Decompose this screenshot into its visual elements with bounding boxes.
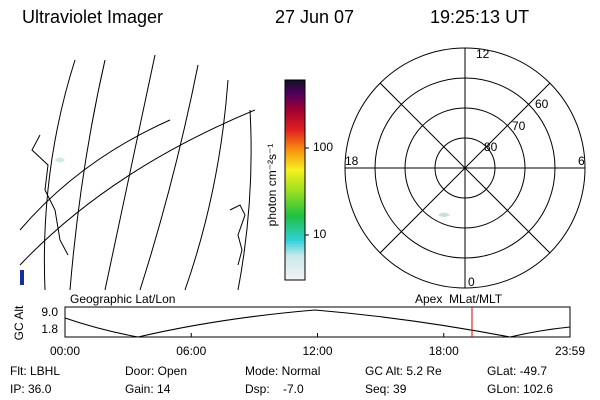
footer-field: Seq: 39	[365, 382, 407, 396]
mlt-label: 6	[578, 154, 585, 168]
x-ticks: 00:00 06:00 12:00 18:00 23:59	[50, 333, 585, 358]
footer-field: GLon: 102.6	[487, 382, 553, 396]
x-tick-label: 00:00	[50, 344, 80, 358]
lat-label: 60	[535, 97, 549, 111]
footer-field: Door: Open	[125, 364, 187, 378]
mlt-label: 18	[345, 154, 359, 168]
altitude-curve	[64, 309, 571, 338]
mlt-label: 12	[476, 47, 490, 61]
footer: Flt: LBHL Door: Open Mode: Normal GC Alt: 5…	[10, 364, 553, 396]
y-tick-label: 1.8	[41, 322, 58, 336]
colorbar-tick-label: 10	[313, 227, 327, 241]
mlt-label: 0	[468, 275, 475, 289]
footer-field: IP: 36.0	[10, 382, 52, 396]
polar-plot	[344, 47, 586, 289]
x-tick-label: 18:00	[429, 344, 459, 358]
y-tick-label: 9.0	[41, 305, 58, 319]
x-tick-label: 06:00	[176, 344, 206, 358]
footer-field: Dsp: -7.0	[245, 382, 304, 396]
footer-field: Flt: LBHL	[10, 364, 60, 378]
date: 27 Jun 07	[275, 7, 354, 27]
x-tick-label: 12:00	[302, 344, 332, 358]
y-axis-label: GC Alt	[12, 305, 26, 340]
footer-field: Gain: 14	[125, 382, 171, 396]
lat-label: 70	[512, 119, 526, 133]
altitude-plot-frame	[64, 306, 571, 338]
right-label: Apex MLat/MLT	[415, 292, 503, 306]
colorbar-label: photon cm⁻²s⁻¹	[265, 144, 279, 227]
footer-field: GC Alt: 5.2 Re	[365, 364, 442, 378]
title: Ultraviolet Imager	[22, 7, 163, 27]
left-label: Geographic Lat/Lon	[70, 292, 175, 306]
lat-label: 80	[484, 140, 498, 154]
footer-field: Mode: Normal	[245, 364, 320, 378]
time: 19:25:13 UT	[430, 7, 529, 27]
geographic-map	[19, 54, 256, 291]
footer-field: GLat: -49.7	[487, 364, 547, 378]
colorbar-tick-label: 100	[313, 140, 333, 154]
colorbar	[284, 79, 306, 281]
x-tick-label: 23:59	[555, 344, 585, 358]
